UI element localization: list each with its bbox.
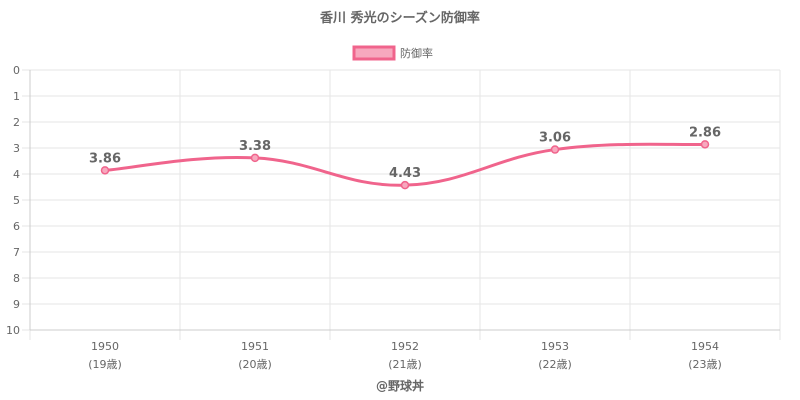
y-tick-label: 6 [13, 220, 20, 233]
x-tick-label-year: 1951 [241, 340, 269, 353]
x-tick-label-age: (22歳) [538, 358, 572, 371]
x-tick-label-year: 1950 [91, 340, 119, 353]
y-tick-label: 5 [13, 194, 20, 207]
y-tick-label: 3 [13, 142, 20, 155]
x-tick-label-year: 1952 [391, 340, 419, 353]
y-tick-label: 10 [6, 324, 20, 337]
data-points [100, 140, 710, 190]
grid [22, 69, 781, 340]
x-axis: 1950 (19歳) 1951 (20歳) 1952 (21歳) 1953 (22歳) 1954… [30, 329, 780, 371]
y-tick-label: 0 [13, 64, 20, 77]
y-tick-label: 1 [13, 90, 20, 103]
data-labels: 3.86 3.38 4.43 3.06 2.86 [89, 125, 721, 181]
y-tick-label: 7 [13, 246, 20, 259]
legend-label: 防御率 [400, 46, 433, 60]
data-point[interactable] [700, 140, 710, 149]
x-tick-label-age: (23歳) [688, 358, 722, 371]
x-tick-label-age: (19歳) [88, 358, 122, 371]
data-label: 4.43 [389, 166, 421, 181]
data-point[interactable] [550, 145, 560, 154]
x-tick-label-year: 1954 [691, 340, 719, 353]
data-point[interactable] [250, 153, 260, 163]
x-tick-label-age: (21歳) [388, 358, 422, 371]
y-tick-label: 9 [13, 298, 20, 311]
data-label: 3.38 [239, 139, 271, 154]
data-label: 3.86 [89, 151, 121, 166]
chart-title: 香川 秀光のシーズン防御率 [319, 10, 480, 26]
y-tick-label: 8 [13, 272, 20, 285]
data-label: 3.06 [539, 131, 571, 146]
data-point[interactable] [100, 166, 110, 175]
x-tick-label-age: (20歳) [238, 358, 272, 371]
legend[interactable]: 防御率 [352, 45, 433, 61]
legend-swatch [352, 45, 396, 61]
y-tick-label: 4 [13, 168, 20, 181]
x-tick-label-year: 1953 [541, 340, 569, 353]
data-point[interactable] [400, 180, 410, 190]
y-axis: 0 1 2 3 4 5 6 7 8 9 10 [6, 64, 31, 337]
data-label: 2.86 [689, 125, 721, 140]
y-tick-label: 2 [13, 116, 20, 129]
footer-credit: @野球丼 [376, 378, 424, 393]
